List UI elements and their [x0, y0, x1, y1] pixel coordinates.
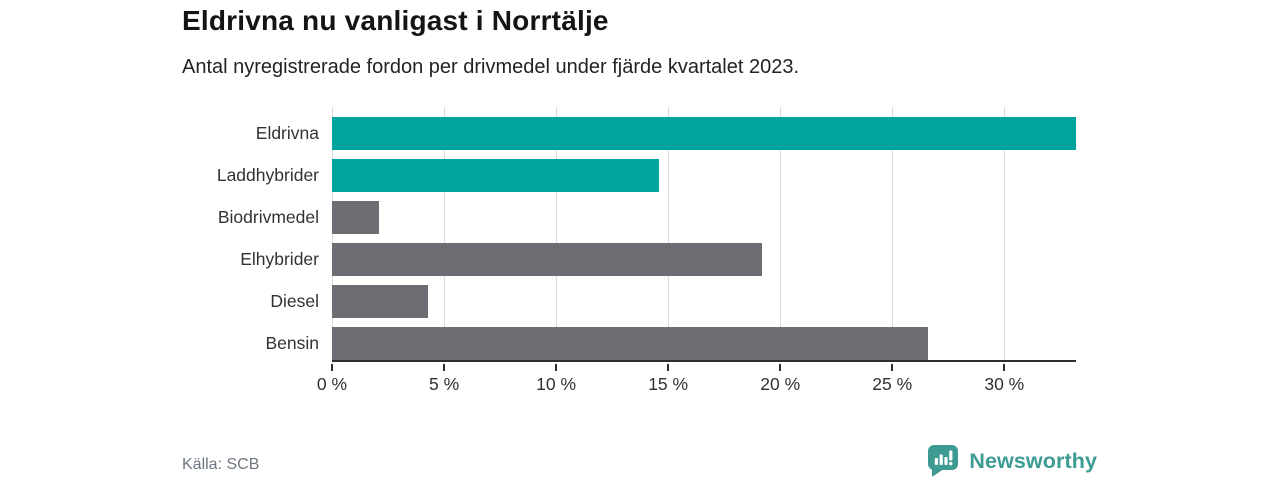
category-label-elhybrider: Elhybrider [240, 249, 319, 269]
gridline [556, 107, 558, 360]
axis-tick-label: 20 % [760, 374, 801, 394]
category-label-biodrivmedel: Biodrivmedel [217, 207, 319, 227]
chart-subtitle: Antal nyregistrerade fordon per drivmede… [182, 56, 800, 78]
newsworthy-logo: Newsworthy [927, 444, 1097, 478]
gridline [668, 107, 670, 360]
category-labels: Eldrivna Laddhybrider Biodrivmedel Elhybrid… [0, 107, 319, 369]
bar-biodrivmedel [332, 201, 380, 234]
bar-chart-plot-area [332, 107, 1076, 362]
gridline [1004, 107, 1006, 360]
gridline [780, 107, 782, 360]
category-label-eldrivna: Eldrivna [255, 123, 319, 143]
axis-tick [443, 364, 446, 371]
bar-eldrivna [332, 117, 1076, 150]
newsworthy-logo-icon [928, 445, 959, 477]
gridline [444, 107, 446, 360]
axis-tick-label: 5 % [428, 374, 460, 394]
x-axis: 0 % 5 % 10 % 15 % 20 % 25 % 30 % [317, 364, 1076, 404]
axis-tick [891, 364, 894, 371]
axis-tick-label: 10 % [536, 374, 577, 394]
bar-elhybrider [332, 243, 763, 276]
axis-tick [555, 364, 558, 371]
axis-tick [1003, 364, 1006, 371]
newsworthy-logo-text: Newsworthy [969, 448, 1097, 473]
gridline [892, 107, 894, 360]
axis-tick [331, 364, 333, 371]
chart-title: Eldrivna nu vanligast i Norrtälje [182, 5, 609, 36]
axis-tick [779, 364, 782, 371]
category-label-diesel: Diesel [270, 291, 319, 311]
axis-tick-label: 30 % [984, 374, 1025, 394]
axis-tick-label: 0 % [316, 374, 348, 394]
source-note: Källa: SCB [182, 456, 260, 473]
bar-laddhybrider [332, 159, 660, 192]
axis-tick-label: 15 % [648, 374, 689, 394]
category-label-bensin: Bensin [265, 333, 319, 353]
bar-diesel [332, 285, 429, 318]
axis-tick [667, 364, 670, 371]
axis-tick-label: 25 % [872, 374, 913, 394]
category-label-laddhybrider: Laddhybrider [216, 165, 319, 185]
bar-bensin [332, 327, 929, 360]
